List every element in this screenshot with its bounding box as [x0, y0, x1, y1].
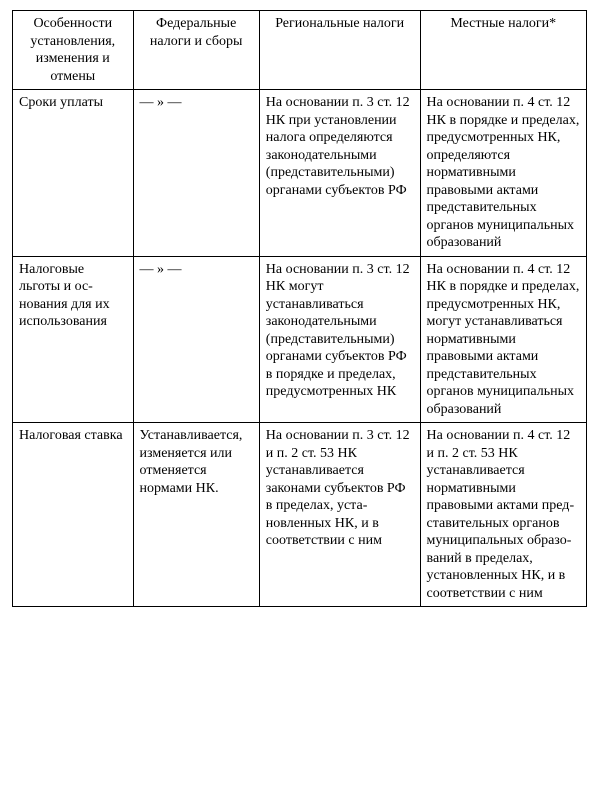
cell-local: На основании п. 4 ст. 12 и п. 2 ст. 53 Н…: [420, 423, 586, 607]
cell-local: На основании п. 4 ст. 12 НК в по­рядке и…: [420, 256, 586, 423]
table-header-row: Особенности установле­ния, измене­ния и …: [13, 11, 587, 90]
col-header-regional: Региональные налоги: [259, 11, 420, 90]
cell-regional: На основании п. 3 ст. 12 НК могут устана…: [259, 256, 420, 423]
col-header-federal: Федеральные налоги и сборы: [133, 11, 259, 90]
col-header-local: Местные налоги*: [420, 11, 586, 90]
cell-federal: — » —: [133, 90, 259, 257]
cell-feature: Налоговые льготы и ос­нования для их исп…: [13, 256, 134, 423]
cell-federal: — » —: [133, 256, 259, 423]
col-header-features: Особенности установле­ния, измене­ния и …: [13, 11, 134, 90]
cell-feature: Сроки уп­латы: [13, 90, 134, 257]
cell-local: На основании п. 4 ст. 12 НК в по­рядке и…: [420, 90, 586, 257]
cell-feature: Налоговая ставка: [13, 423, 134, 607]
table-row: Налоговая ставка Устанавливает­ся, измен…: [13, 423, 587, 607]
tax-features-table: Особенности установле­ния, измене­ния и …: [12, 10, 587, 607]
table-row: Налоговые льготы и ос­нования для их исп…: [13, 256, 587, 423]
table-row: Сроки уп­латы — » — На основании п. 3 ст…: [13, 90, 587, 257]
cell-regional: На основании п. 3 ст. 12 НК при установл…: [259, 90, 420, 257]
cell-federal: Устанавливает­ся, изменяется или отменяе…: [133, 423, 259, 607]
cell-regional: На основании п. 3 ст. 12 и п. 2 ст. 53 Н…: [259, 423, 420, 607]
